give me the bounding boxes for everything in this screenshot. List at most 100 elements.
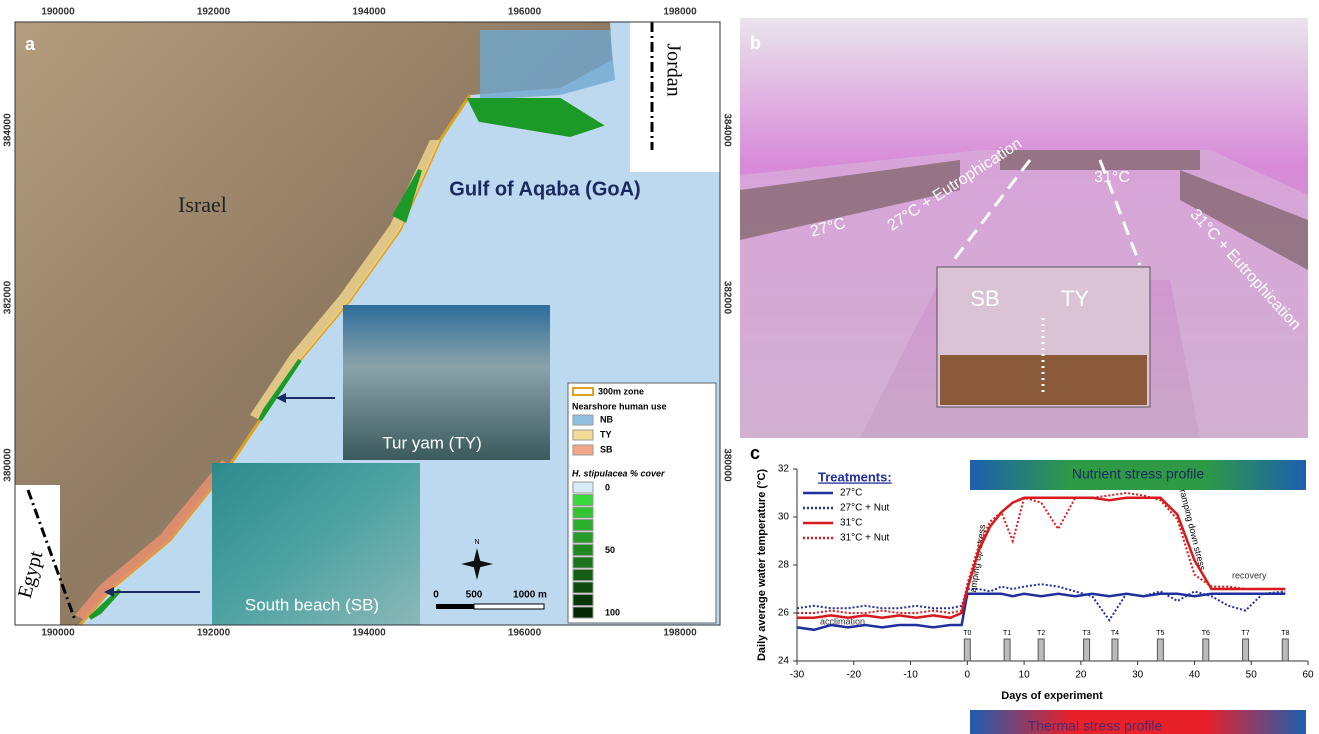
- place-label: Israel: [178, 192, 227, 217]
- map-x-tick: 194000: [352, 7, 386, 18]
- legend-swatch: [573, 520, 593, 531]
- series-line: [797, 498, 1285, 618]
- scale-label: 0: [433, 590, 439, 601]
- sampling-bar: [1243, 639, 1249, 661]
- legend-swatch: [573, 507, 593, 518]
- y-tick-label: 24: [778, 656, 790, 667]
- tank-label: SB: [970, 286, 999, 311]
- sampling-bar: [1084, 639, 1090, 661]
- legend-swatch: [573, 430, 593, 440]
- map-y-tick: 382000: [3, 280, 14, 314]
- map-x-tick: 198000: [663, 628, 697, 639]
- legend-swatch: [573, 532, 593, 543]
- map-x-tick: 192000: [197, 628, 231, 639]
- legend-label: TY: [600, 429, 612, 439]
- map-y-tick: 382000: [721, 281, 732, 315]
- map-panel: a Israel Jordan Egypt Gulf of Aqaba (GoA…: [14, 22, 720, 625]
- legend-swatch: [573, 445, 593, 455]
- map-x-tick: 192000: [197, 7, 231, 18]
- sampling-bar: [1157, 639, 1163, 661]
- legend-label: 31°C + Nut: [840, 533, 890, 544]
- sampling-bar: [964, 639, 970, 661]
- sampling-bar: [1038, 639, 1044, 661]
- place-label: Jordan: [662, 43, 684, 96]
- x-tick-label: 0: [965, 670, 971, 681]
- panel-label: c: [750, 443, 760, 463]
- sampling-bar: [1112, 639, 1118, 661]
- inset-label: Tur yam (TY): [382, 433, 481, 452]
- legend-swatch: [573, 607, 593, 618]
- sampling-label: T6: [1202, 630, 1210, 637]
- y-tick-label: 26: [778, 608, 790, 619]
- x-tick-label: -20: [847, 670, 862, 681]
- y-tick-label: 28: [778, 560, 790, 571]
- scale-bar: [474, 604, 544, 609]
- sampling-label: T3: [1082, 630, 1090, 637]
- scale-bar: [436, 604, 474, 609]
- map-x-tick: 190000: [41, 628, 75, 639]
- legend-swatch: [573, 482, 593, 493]
- map-y-tick: 380000: [3, 448, 14, 482]
- panel-label: b: [750, 33, 761, 53]
- legend-label: 50: [605, 545, 615, 555]
- legend-swatch: [573, 557, 593, 568]
- legend-label: 300m zone: [598, 386, 644, 396]
- north-label: N: [474, 539, 479, 546]
- y-axis-label: Daily average water temperature (°C): [756, 469, 768, 661]
- y-tick-label: 30: [778, 512, 790, 523]
- inset-label: South beach (SB): [245, 595, 379, 614]
- sampling-label: T0: [963, 630, 971, 637]
- legend-label: 27°C: [840, 488, 862, 499]
- map-y-tick: 380000: [721, 448, 732, 482]
- tank-label: TY: [1061, 286, 1089, 311]
- legend-label: SB: [600, 444, 613, 454]
- x-tick-label: 60: [1302, 670, 1314, 681]
- x-tick-label: 10: [1019, 670, 1031, 681]
- legend-title: H. stipulacea % cover: [572, 468, 665, 478]
- map-x-tick: 196000: [508, 628, 542, 639]
- legend-label: 0: [605, 482, 610, 492]
- scale-label: 1000 m: [513, 590, 547, 601]
- map-y-tick: 384000: [721, 113, 732, 147]
- profile-label: Nutrient stress profile: [1072, 466, 1204, 482]
- figure: a Israel Jordan Egypt Gulf of Aqaba (GoA…: [0, 0, 1319, 734]
- map-x-tick: 198000: [663, 7, 697, 18]
- sampling-label: T4: [1111, 630, 1119, 637]
- x-tick-label: 50: [1246, 670, 1258, 681]
- legend-swatch: [573, 582, 593, 593]
- sampling-label: T5: [1156, 630, 1164, 637]
- sampling-bar: [1203, 639, 1209, 661]
- x-tick-label: 30: [1132, 670, 1144, 681]
- sampling-label: T8: [1281, 630, 1289, 637]
- legend-swatch: [573, 595, 593, 606]
- map-x-tick: 190000: [41, 7, 75, 18]
- x-tick-label: 40: [1189, 670, 1201, 681]
- map-x-tick: 196000: [508, 7, 542, 18]
- legend-title: Nearshore human use: [572, 401, 667, 411]
- sampling-label: T2: [1037, 630, 1045, 637]
- profile-label: Thermal stress profile: [1028, 718, 1163, 734]
- x-tick-label: -30: [790, 670, 805, 681]
- map-x-tick: 194000: [352, 628, 386, 639]
- legend-swatch: [573, 545, 593, 556]
- sampling-bar: [1282, 639, 1288, 661]
- photo-label: 31°C: [1094, 169, 1130, 186]
- x-tick-label: -10: [903, 670, 918, 681]
- map-y-tick: 384000: [3, 113, 14, 147]
- scale-label: 500: [466, 590, 483, 601]
- sampling-bar: [1004, 639, 1010, 661]
- legend-swatch: [573, 495, 593, 506]
- legend-label: NB: [600, 414, 613, 424]
- photo-panel: b 27°C 27°C + Eutrophication 31°C 31°C +…: [740, 18, 1308, 438]
- legend-label: 27°C + Nut: [840, 503, 890, 514]
- legend-title: Treatments:: [818, 469, 892, 484]
- place-label: Gulf of Aqaba (GoA): [449, 178, 640, 200]
- panel-label: a: [25, 34, 36, 54]
- x-axis-label: Days of experiment: [1001, 690, 1103, 702]
- annotation: recovery: [1232, 570, 1267, 580]
- y-tick-label: 32: [778, 464, 790, 475]
- legend-label: 100: [605, 607, 620, 617]
- legend-label: 31°C: [840, 518, 862, 529]
- x-tick-label: 20: [1075, 670, 1087, 681]
- legend-swatch: [573, 415, 593, 425]
